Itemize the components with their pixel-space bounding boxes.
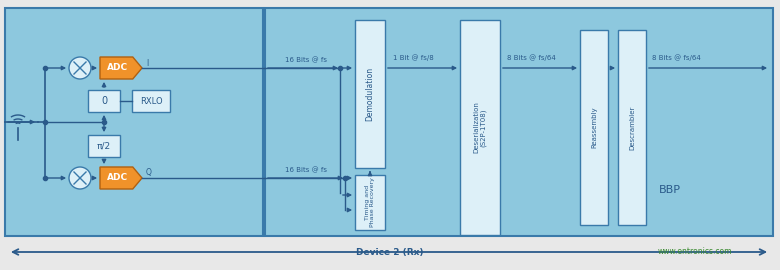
Bar [460,20,500,235]
Text: 1 Bit @ fs/8: 1 Bit @ fs/8 [393,55,434,61]
Bar [355,20,385,168]
Bar [88,90,120,112]
Bar [618,30,646,225]
Text: Device 2 (Rx): Device 2 (Rx) [356,248,424,256]
Text: Q: Q [146,168,152,177]
Text: ADC: ADC [108,63,129,73]
Bar [580,30,608,225]
Bar [88,135,120,157]
Text: RXLO: RXLO [140,96,162,106]
Text: 16 Bits @ fs: 16 Bits @ fs [285,57,327,63]
Polygon shape [100,57,142,79]
Text: Deserialization
(S2P-1T08): Deserialization (S2P-1T08) [473,102,487,153]
Bar [355,175,385,230]
Bar [132,90,170,112]
Text: 16 Bits @ fs: 16 Bits @ fs [285,167,327,173]
Polygon shape [100,167,142,189]
Text: www.entronics.com: www.entronics.com [658,248,732,256]
Text: I: I [146,59,148,68]
Text: Descrambler: Descrambler [629,105,635,150]
Text: π/2: π/2 [97,141,111,150]
Text: ADC: ADC [108,174,129,183]
Text: Demodulation: Demodulation [366,67,374,121]
Text: Reassembly: Reassembly [591,107,597,148]
Text: Timing and
Phase Recovery: Timing and Phase Recovery [364,178,375,227]
Bar [5,8,263,236]
Text: 8 Bits @ fs/64: 8 Bits @ fs/64 [652,55,700,61]
Circle shape [69,167,91,189]
Text: 8 Bits @ fs/64: 8 Bits @ fs/64 [507,55,555,61]
Text: 0: 0 [101,96,107,106]
Bar [265,8,773,236]
Circle shape [69,57,91,79]
Text: BBP: BBP [659,185,681,195]
